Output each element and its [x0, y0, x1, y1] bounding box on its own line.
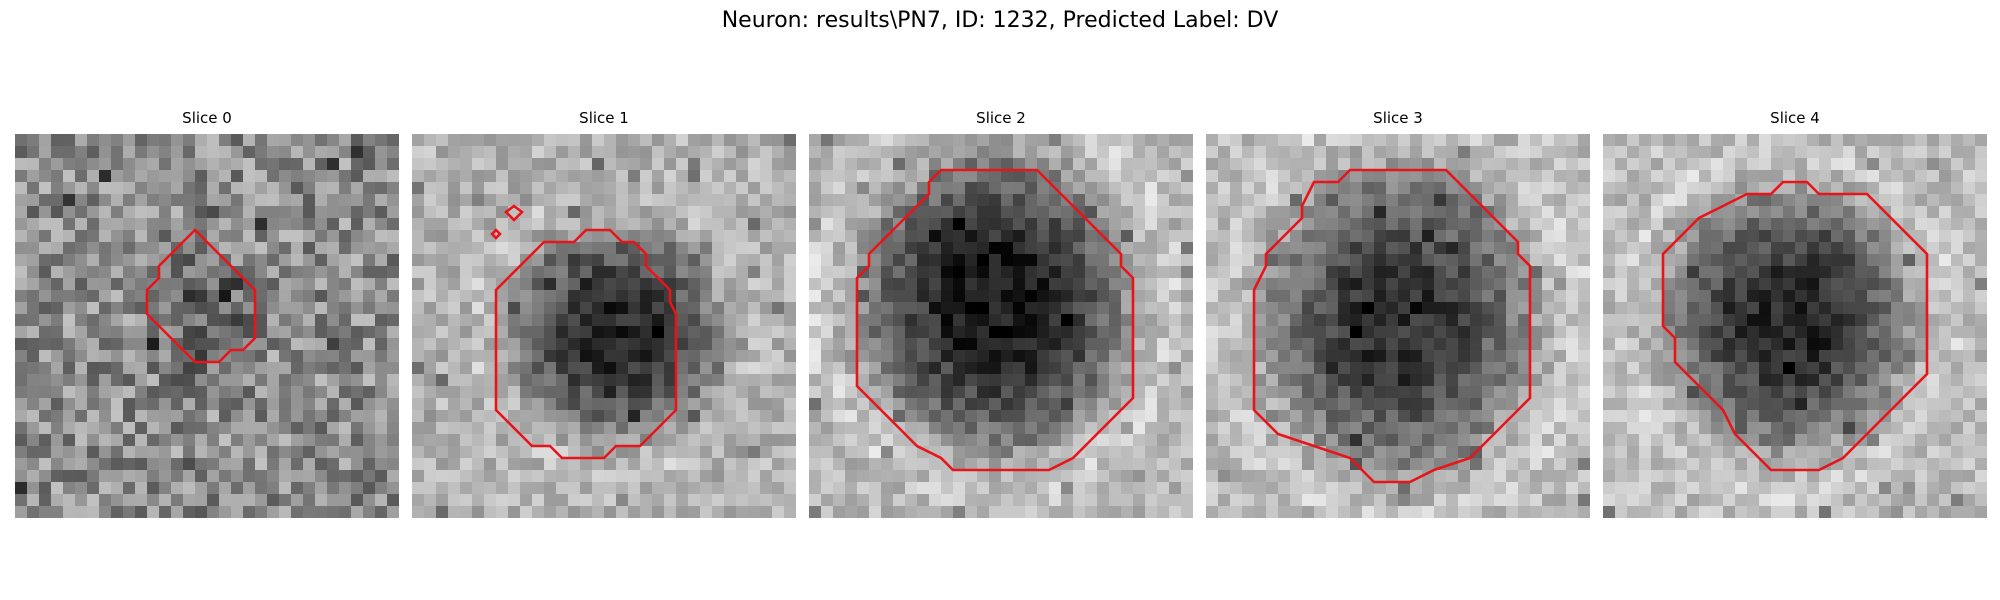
segmentation-contour — [494, 228, 678, 460]
segmentation-contour — [855, 168, 1135, 472]
figure-title: Neuron: results\PN7, ID: 1232, Predicted… — [721, 8, 1279, 33]
slice-title-2: Slice 2 — [976, 109, 1026, 127]
slice-panel-4: Slice 4 — [1603, 108, 1987, 518]
segmentation-contour — [145, 228, 257, 364]
slice-image-4 — [1603, 134, 1987, 518]
slice-title-1: Slice 1 — [579, 109, 629, 127]
segmentation-contour — [490, 228, 502, 240]
slice-panel-3: Slice 3 — [1206, 108, 1590, 518]
slice-image-0 — [15, 134, 399, 518]
slice-panel-0: Slice 0 — [15, 108, 399, 518]
slice-title-3: Slice 3 — [1373, 109, 1423, 127]
slice-title-4: Slice 4 — [1770, 109, 1820, 127]
slice-title-0: Slice 0 — [182, 109, 232, 127]
slice-panel-2: Slice 2 — [809, 108, 1193, 518]
segmentation-contour — [1252, 168, 1532, 484]
slice-image-1 — [412, 134, 796, 518]
slice-image-3 — [1206, 134, 1590, 518]
segmentation-contour — [504, 204, 524, 222]
slice-panel-1: Slice 1 — [412, 108, 796, 518]
segmentation-contour — [1661, 180, 1929, 472]
slice-image-2 — [809, 134, 1193, 518]
